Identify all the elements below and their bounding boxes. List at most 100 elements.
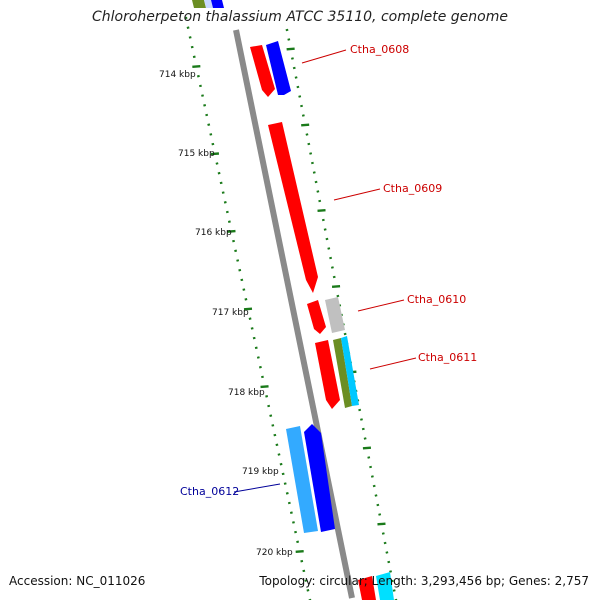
minor-tick — [344, 334, 346, 335]
tick-label: 715 kbp — [178, 149, 215, 159]
minor-tick — [315, 182, 317, 183]
minor-tick — [368, 457, 370, 458]
minor-tick — [292, 522, 294, 523]
minor-tick — [308, 144, 310, 145]
minor-tick — [286, 493, 288, 494]
minor-tick — [203, 105, 205, 106]
minor-tick — [382, 533, 384, 534]
minor-tick — [322, 220, 324, 221]
minor-tick — [222, 192, 224, 193]
major-tick — [301, 125, 309, 126]
minor-tick — [297, 87, 299, 88]
minor-tick — [212, 144, 214, 145]
minor-tick — [232, 241, 234, 242]
tick-label: 720 kbp — [256, 548, 293, 558]
minor-tick — [276, 445, 278, 446]
minor-tick — [303, 571, 305, 572]
minor-tick — [360, 419, 362, 420]
minor-tick — [267, 406, 269, 407]
gene-label-ctha0610[interactable]: Ctha_0610 — [407, 293, 466, 306]
gene-labels: Ctha_0608 Ctha_0609 Ctha_0610 Ctha_0611 … — [180, 43, 477, 498]
minor-tick — [326, 239, 328, 240]
minor-tick — [265, 396, 267, 397]
minor-tick — [378, 514, 380, 515]
minor-tick — [302, 115, 304, 116]
major-tick — [377, 524, 385, 525]
minor-tick — [253, 338, 255, 339]
minor-tick — [331, 267, 333, 268]
minor-tick — [272, 425, 274, 426]
minor-tick — [218, 173, 220, 174]
minor-tick — [290, 512, 292, 513]
minor-tick — [386, 552, 388, 553]
gene-label-ctha0608[interactable]: Ctha_0608 — [350, 43, 409, 56]
tick-label: 716 kbp — [195, 228, 232, 238]
major-tick — [287, 49, 295, 50]
minor-tick — [328, 248, 330, 249]
minor-tick — [319, 201, 321, 202]
minor-tick — [389, 571, 391, 572]
minor-tick — [288, 39, 290, 40]
major-tick — [296, 551, 304, 552]
minor-tick — [307, 590, 309, 591]
major-tick — [261, 386, 269, 387]
minor-tick — [193, 57, 195, 58]
gene-feature-ctha0610-red[interactable] — [307, 300, 326, 334]
minor-tick — [255, 348, 257, 349]
minor-tick — [333, 277, 335, 278]
genome-summary-text: Topology: circular; Length: 3,293,456 bp… — [259, 574, 589, 588]
minor-tick — [313, 172, 315, 173]
label-leaders — [234, 50, 416, 492]
minor-tick — [197, 76, 199, 77]
minor-tick — [364, 438, 366, 439]
minor-tick — [257, 357, 259, 358]
minor-tick — [270, 415, 272, 416]
minor-tick — [337, 296, 339, 297]
tick-label: 718 kbp — [228, 388, 265, 398]
gene-feature-ctha0609[interactable] — [268, 122, 318, 293]
gene-label-ctha0609[interactable]: Ctha_0609 — [383, 182, 442, 195]
minor-tick — [299, 96, 301, 97]
minor-tick — [249, 318, 251, 319]
gene-feature-top-olive[interactable] — [192, 0, 206, 8]
minor-tick — [393, 590, 395, 591]
minor-tick — [371, 476, 373, 477]
major-tick — [332, 286, 340, 287]
minor-tick — [295, 77, 297, 78]
gene-label-ctha0612[interactable]: Ctha_0612 — [180, 485, 239, 498]
minor-tick — [282, 474, 284, 475]
minor-tick — [245, 299, 247, 300]
minor-tick — [384, 543, 386, 544]
tick-label: 719 kbp — [242, 467, 279, 477]
minor-tick — [261, 377, 263, 378]
minor-tick — [226, 212, 228, 213]
minor-tick — [205, 115, 207, 116]
minor-tick — [324, 229, 326, 230]
minor-tick — [236, 260, 238, 261]
minor-tick — [288, 503, 290, 504]
minor-tick — [280, 464, 282, 465]
minor-tick — [317, 191, 319, 192]
minor-tick — [274, 435, 276, 436]
minor-tick — [306, 134, 308, 135]
minor-tick — [189, 37, 191, 38]
minor-tick — [369, 467, 371, 468]
minor-tick — [243, 289, 245, 290]
minor-tick — [228, 221, 230, 222]
gene-feature-top-blue[interactable] — [211, 0, 224, 8]
minor-tick — [239, 270, 241, 271]
minor-tick — [278, 454, 280, 455]
minor-tick — [251, 328, 253, 329]
minor-tick — [358, 410, 360, 411]
genome-title: Chloroherpeton thalassium ATCC 35110, co… — [0, 9, 600, 25]
minor-tick — [220, 183, 222, 184]
minor-tick — [201, 95, 203, 96]
minor-tick — [259, 367, 261, 368]
minor-tick — [286, 30, 288, 31]
major-tick — [363, 448, 371, 449]
gene-label-ctha0611[interactable]: Ctha_0611 — [418, 351, 477, 364]
minor-tick — [210, 134, 212, 135]
minor-tick — [375, 495, 377, 496]
minor-tick — [293, 68, 295, 69]
